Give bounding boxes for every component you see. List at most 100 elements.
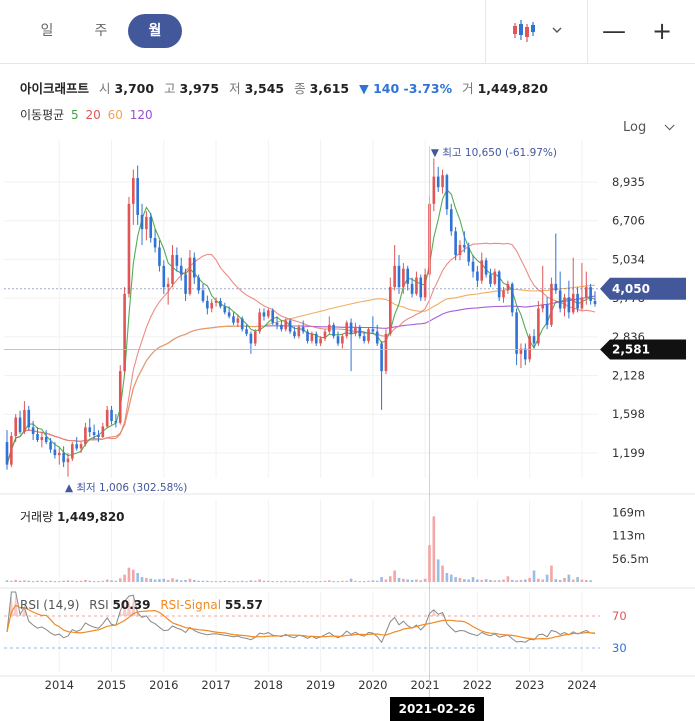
change-value: ▼ 140 -3.73% <box>359 81 453 96</box>
candle-body <box>567 297 571 313</box>
candle-body <box>275 322 279 325</box>
high-label: 고 <box>164 81 176 96</box>
candle-body <box>267 310 270 317</box>
volume-bar <box>162 578 166 582</box>
candle-body <box>345 322 349 337</box>
zoom-out-button[interactable]: — <box>602 17 626 45</box>
rsi-params-label: RSI (14,9) <box>20 598 80 612</box>
candle-body <box>432 176 436 204</box>
volume-bar <box>153 579 157 582</box>
chart-type-button[interactable] <box>498 14 570 48</box>
candle-body <box>493 271 497 284</box>
volume-bar <box>476 579 479 582</box>
candle-body <box>402 268 405 288</box>
candle-body <box>384 333 388 372</box>
volume-bar <box>14 579 18 582</box>
rsi-signal-name: RSI-Signal <box>160 598 222 612</box>
candle-body <box>454 231 457 256</box>
tab-daily[interactable]: 일 <box>40 23 54 39</box>
volume-bar <box>402 578 405 582</box>
toolbar-divider <box>587 0 588 64</box>
volume-bar <box>467 579 470 582</box>
period-toolbar: 일 주 월 — + <box>0 0 695 64</box>
volume-bar <box>227 581 231 583</box>
volume-bar <box>428 545 431 582</box>
candle-body <box>328 324 331 332</box>
candle-body <box>576 293 579 309</box>
tab-monthly[interactable]: 월 <box>128 14 182 48</box>
candle-body <box>510 283 514 313</box>
crosshair-date-label: 2021-02-26 <box>390 697 484 721</box>
candle-body <box>118 371 122 423</box>
scale-selector[interactable]: Log <box>623 120 675 135</box>
candle-body <box>306 331 309 341</box>
volume-bar <box>210 581 214 583</box>
candle-body <box>589 287 592 301</box>
volume-bar <box>71 580 74 582</box>
year-tick-label: 2018 <box>254 678 283 692</box>
volume-bar <box>249 580 253 582</box>
candle-body <box>179 265 183 275</box>
min-price-annotation: ▲ 최저 1,006 (302.58%) <box>65 482 187 494</box>
candle-body <box>206 300 209 309</box>
candle-body <box>214 300 218 303</box>
low-label: 저 <box>229 81 241 96</box>
volume-bar <box>293 581 296 583</box>
volume-bar <box>105 579 109 582</box>
candle-body <box>14 417 18 436</box>
volume-bar <box>258 579 261 582</box>
ma5-label: 5 <box>71 108 79 122</box>
volume-bar <box>497 580 501 582</box>
volume-bar <box>436 559 440 582</box>
candle-body <box>380 343 383 372</box>
candle-body <box>445 175 449 210</box>
volume-bar <box>262 580 266 582</box>
volume-bar <box>166 579 170 582</box>
volume-bar <box>362 581 366 583</box>
candle-body <box>166 283 170 288</box>
stock-name: 아이크래프트 <box>20 81 90 96</box>
close-label: 종 <box>294 81 306 96</box>
volume-bar <box>79 580 83 582</box>
rsi-value: 50.39 <box>112 598 151 612</box>
ma5-line <box>6 188 596 465</box>
volume-bar <box>354 580 357 582</box>
zoom-in-button[interactable]: + <box>651 17 673 45</box>
volume-bar <box>415 579 418 582</box>
volume-bar <box>140 577 144 582</box>
volume-bar <box>88 580 92 582</box>
ma120-label: 120 <box>129 108 153 122</box>
candle-body <box>162 265 166 288</box>
volume-bar <box>206 580 209 582</box>
candle-body <box>75 444 78 449</box>
price-tick-label: 1,199 <box>612 446 645 460</box>
candle-body <box>349 322 353 334</box>
volume-bar <box>110 580 113 582</box>
volume-bar <box>484 579 488 582</box>
volume-bar <box>18 580 22 582</box>
volume-bar <box>563 577 566 582</box>
volume-bar <box>458 577 462 582</box>
candle-body <box>415 277 418 294</box>
volume-bar <box>367 580 370 582</box>
current-price-label: 4,050 <box>612 282 650 296</box>
high-value: 3,975 <box>179 81 220 96</box>
price-tick-label: 2,128 <box>612 369 645 383</box>
volume-bar <box>423 578 427 582</box>
volume-bar <box>223 580 227 582</box>
candle-body <box>397 265 401 288</box>
volume-bar <box>550 565 553 582</box>
volume-bar <box>275 581 279 583</box>
price-tick-label: 8,935 <box>612 175 645 189</box>
volume-tick-label: 113m <box>612 529 645 543</box>
candle-body <box>423 274 427 298</box>
year-tick-label: 2017 <box>201 678 230 692</box>
candle-body <box>541 304 545 309</box>
rsi-name: RSI <box>89 598 109 612</box>
moving-average-legend: 이동평균 5 20 60 120 <box>20 106 153 123</box>
candle-body <box>393 265 396 288</box>
candle-body <box>449 209 453 232</box>
candle-body <box>436 176 440 188</box>
tab-weekly[interactable]: 주 <box>94 23 108 39</box>
